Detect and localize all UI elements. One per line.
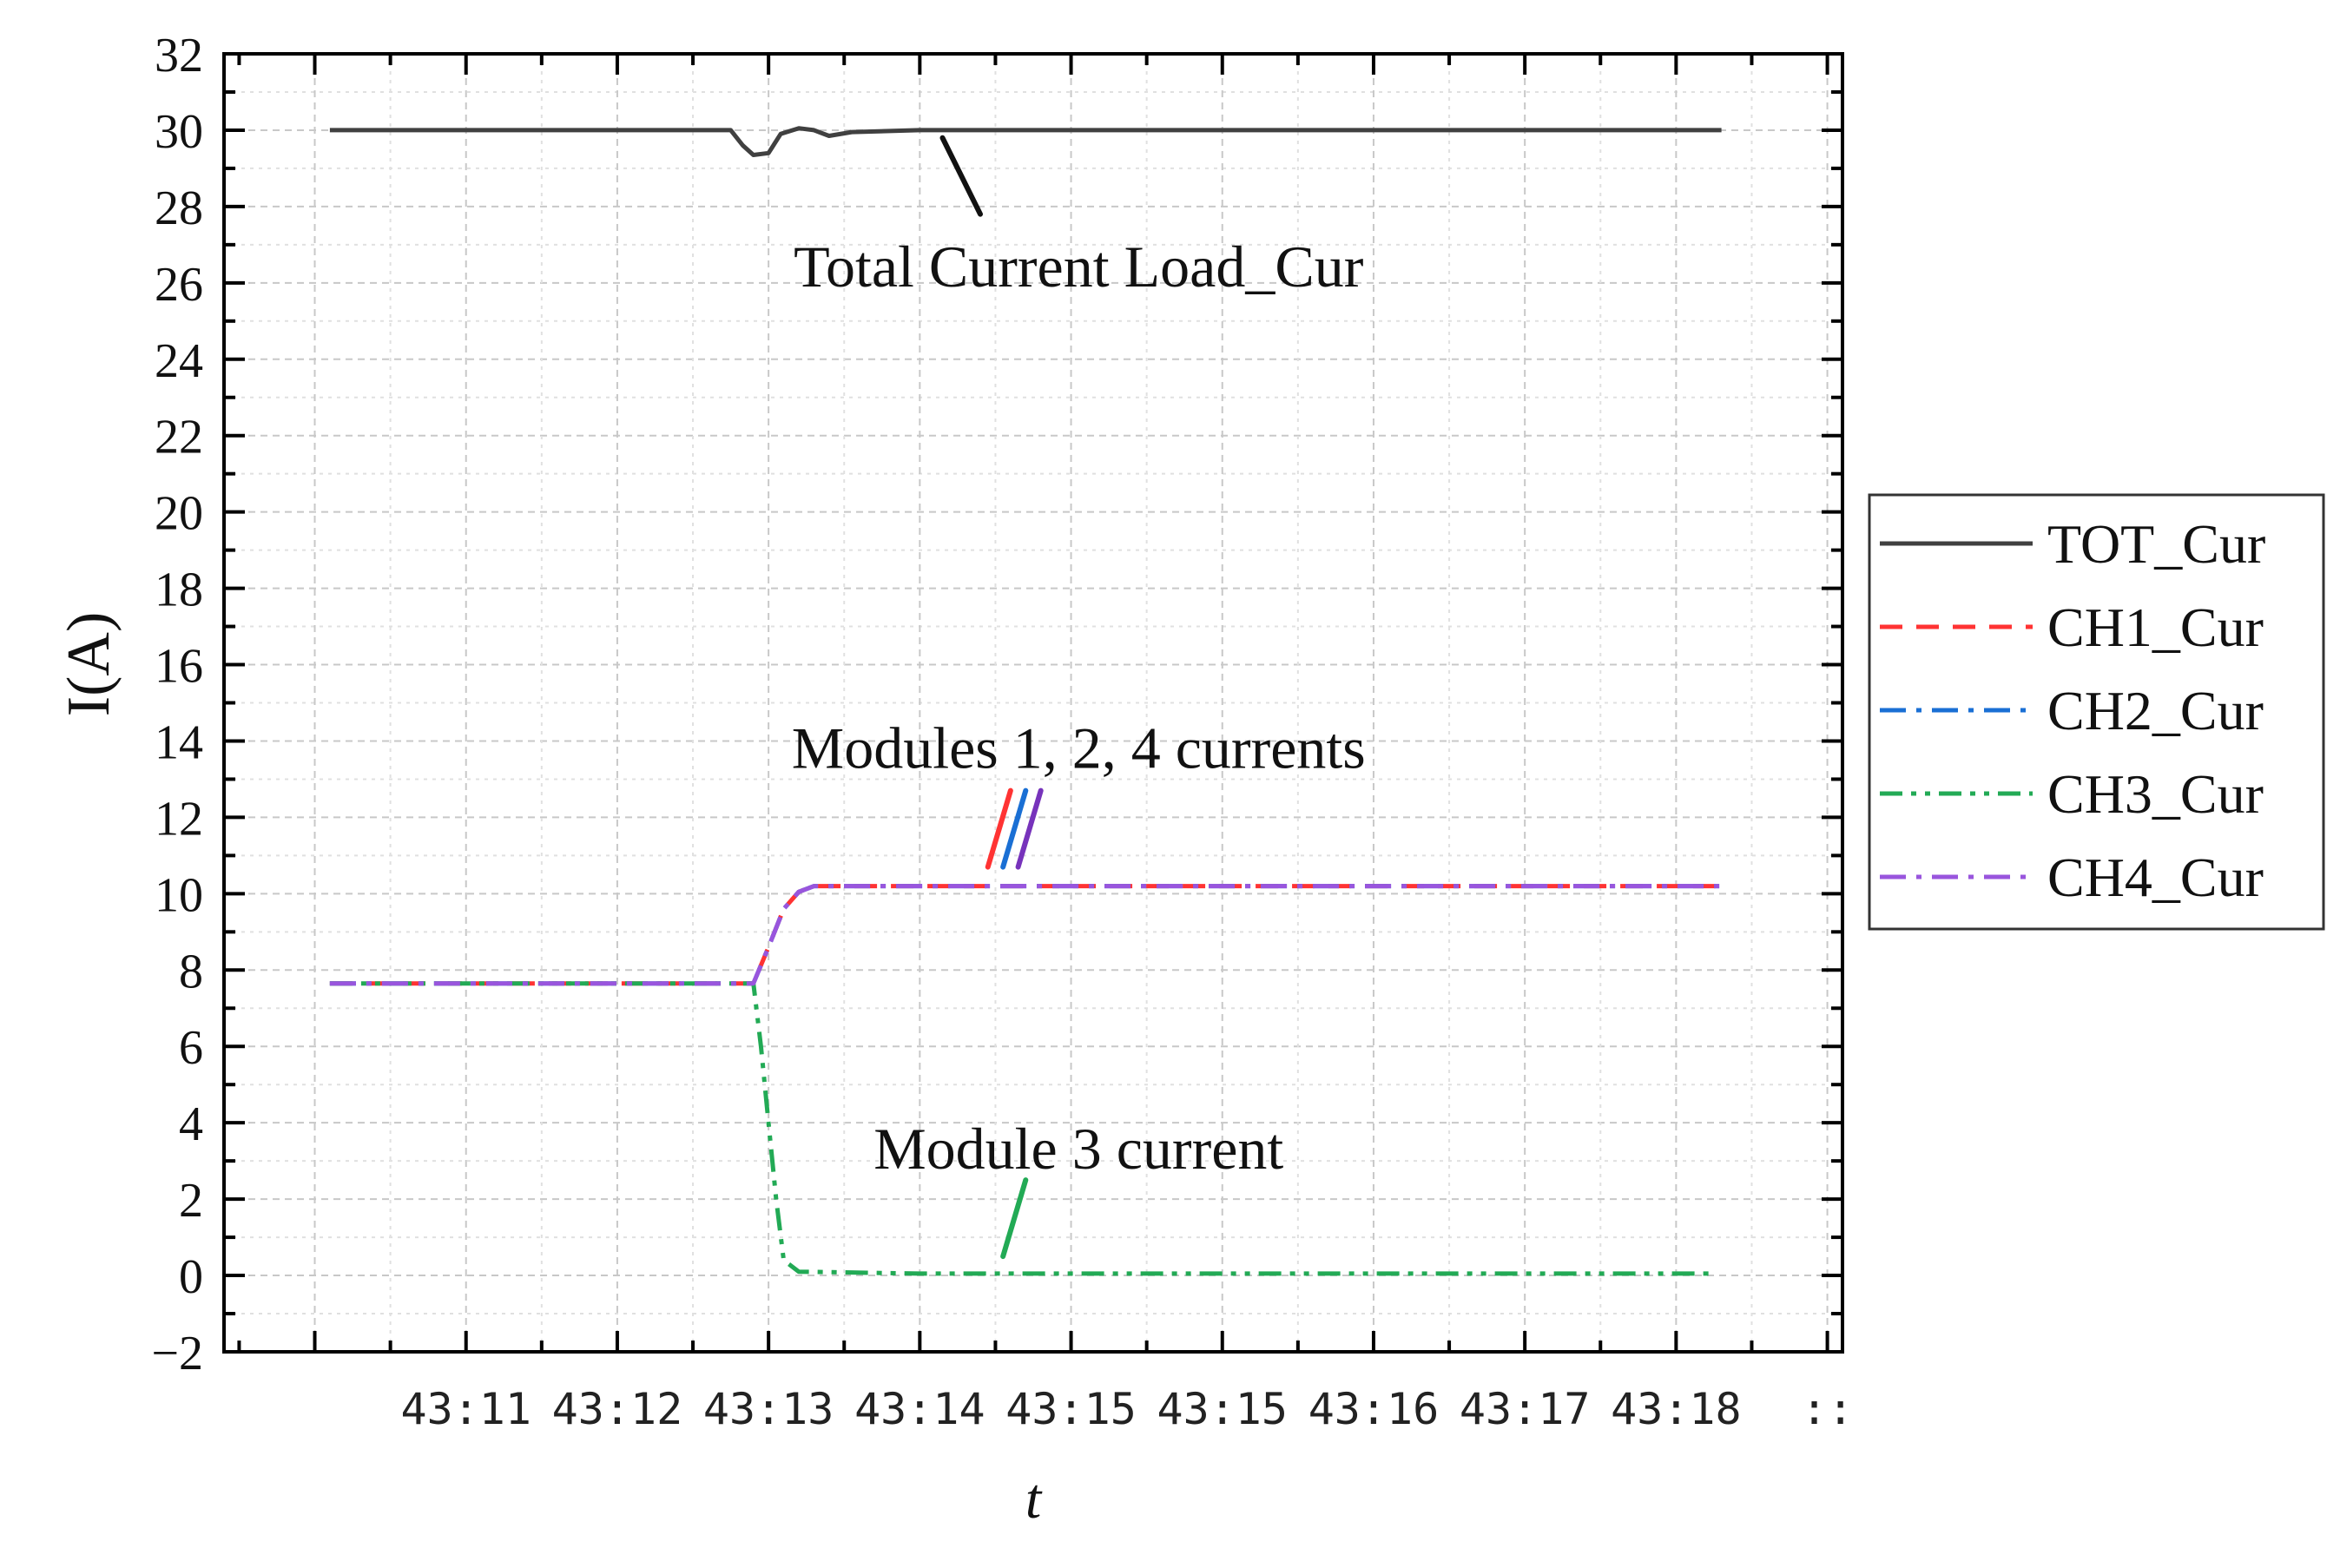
series-line-ch4-cur (329, 884, 1722, 986)
annotation-pointer (1000, 1177, 1029, 1260)
y-tick-label: 0 (179, 1250, 203, 1304)
legend-label: CH4_Cur (2047, 847, 2264, 908)
y-tick-label: 16 (155, 640, 203, 694)
y-tick-label: −2 (151, 1327, 203, 1380)
series-lines (329, 126, 1722, 1276)
x-tick-label: 43:18 (1611, 1384, 1742, 1434)
x-tick-label: 43:15 (1005, 1384, 1137, 1434)
y-tick-label: 2 (179, 1174, 203, 1228)
y-tick-label: 22 (155, 411, 203, 464)
x-tick-label: 43:16 (1308, 1384, 1440, 1434)
y-tick-label: 6 (179, 1021, 203, 1075)
y-axis-title: I(A) (56, 612, 122, 716)
y-tick-label: 12 (155, 792, 203, 846)
x-tick-label: 43:14 (854, 1384, 985, 1434)
y-tick-label: 14 (155, 715, 203, 769)
annotations: Total Current Load_Cur Modules 1, 2, 4 cu… (792, 234, 1366, 1182)
x-tick-label: 43:11 (400, 1384, 531, 1434)
y-tick-label: 18 (155, 563, 203, 617)
y-tick-label: 30 (155, 105, 203, 159)
legend-label: CH2_Cur (2047, 680, 2264, 741)
annotation-pointers (939, 135, 1044, 1260)
axis-ticks (224, 52, 1842, 1354)
y-tick-label: 24 (155, 334, 203, 388)
y-tick-label: 28 (155, 181, 203, 235)
annotation-pointer (939, 135, 984, 217)
y-tick-label: 32 (155, 29, 203, 82)
x-tick-labels: 43:11 43:12 43:13 43:14 43:15 43:15 43:16 43:17… (400, 1384, 1853, 1434)
x-tick-label: 43:13 (703, 1384, 834, 1434)
y-tick-label: 10 (155, 868, 203, 922)
x-axis-title: t (1025, 1467, 1043, 1531)
annotation-label: Module 3 current (873, 1116, 1283, 1182)
legend: TOT_Cur CH1_Cur CH2_Cur CH3_Cur CH4_Cur (1868, 493, 2325, 931)
annotation-label: Modules 1, 2, 4 currents (792, 715, 1366, 781)
y-tick-label: 26 (155, 258, 203, 312)
y-tick-label: 4 (179, 1097, 203, 1151)
x-tick-label: 43:15 (1157, 1384, 1288, 1434)
legend-label: CH1_Cur (2047, 596, 2264, 658)
y-tick-label: 8 (179, 945, 203, 998)
legend-label: CH3_Cur (2047, 763, 2264, 825)
series-line-ch3-cur (329, 981, 1714, 1276)
annotation-label: Total Current Load_Cur (794, 234, 1364, 300)
x-tick-label: 43:17 (1460, 1384, 1591, 1434)
series-line-tot-cur (329, 126, 1722, 157)
x-tick-label: :: (1801, 1384, 1853, 1434)
y-tick-label: 20 (155, 487, 203, 541)
legend-label: TOT_Cur (2047, 513, 2265, 575)
annotation-pointer (985, 787, 1013, 870)
annotation-pointer (1015, 787, 1044, 870)
x-tick-label: 43:12 (552, 1384, 683, 1434)
annotation-pointer (1000, 787, 1029, 870)
